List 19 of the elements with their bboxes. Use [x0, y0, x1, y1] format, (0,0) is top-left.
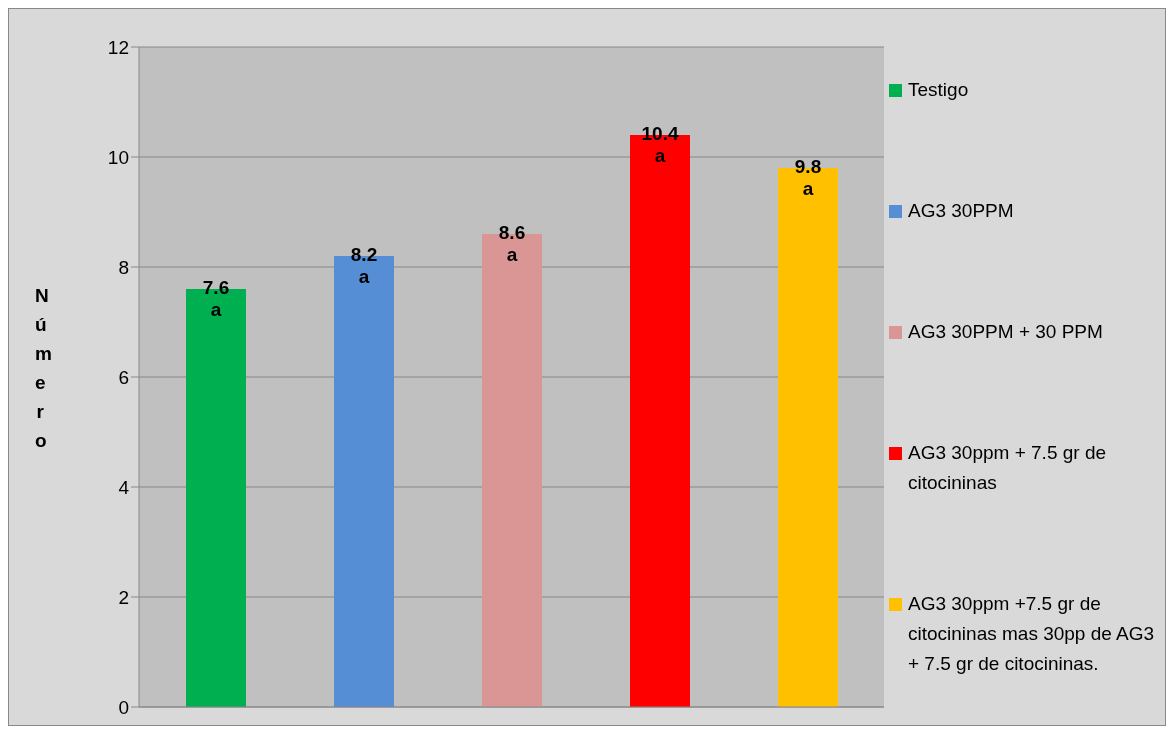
legend-label: Testigo	[908, 77, 969, 102]
legend-label: AG3 30PPM + 30 PPM	[908, 319, 1103, 344]
annotation: a	[358, 266, 370, 287]
y-axis-title: Número	[35, 284, 52, 453]
legend-label: AG3 30PPM	[908, 198, 1014, 223]
legend-label: AG3 30ppm +7.5 gr de citocininas mas 30pp de AG3 + 7.5 gr de citocininas.	[908, 592, 1156, 677]
legend-label: AG3 30ppm + 7.5 gr de citocininas	[908, 441, 1108, 496]
y-tick-label: 6	[118, 366, 129, 388]
y-tick-label: 4	[118, 476, 130, 498]
y-tick-label: 12	[107, 36, 129, 58]
y-tick-label: 10	[107, 146, 129, 168]
annotation: a	[506, 244, 518, 265]
annotation: a	[210, 299, 222, 320]
data-label: 8.6	[498, 222, 526, 243]
annotation: a	[802, 178, 814, 199]
annotation: a	[654, 145, 666, 166]
y-tick-label: 2	[118, 586, 129, 608]
y-tick-label: 8	[118, 256, 129, 278]
y-tick-label: 0	[118, 696, 129, 718]
